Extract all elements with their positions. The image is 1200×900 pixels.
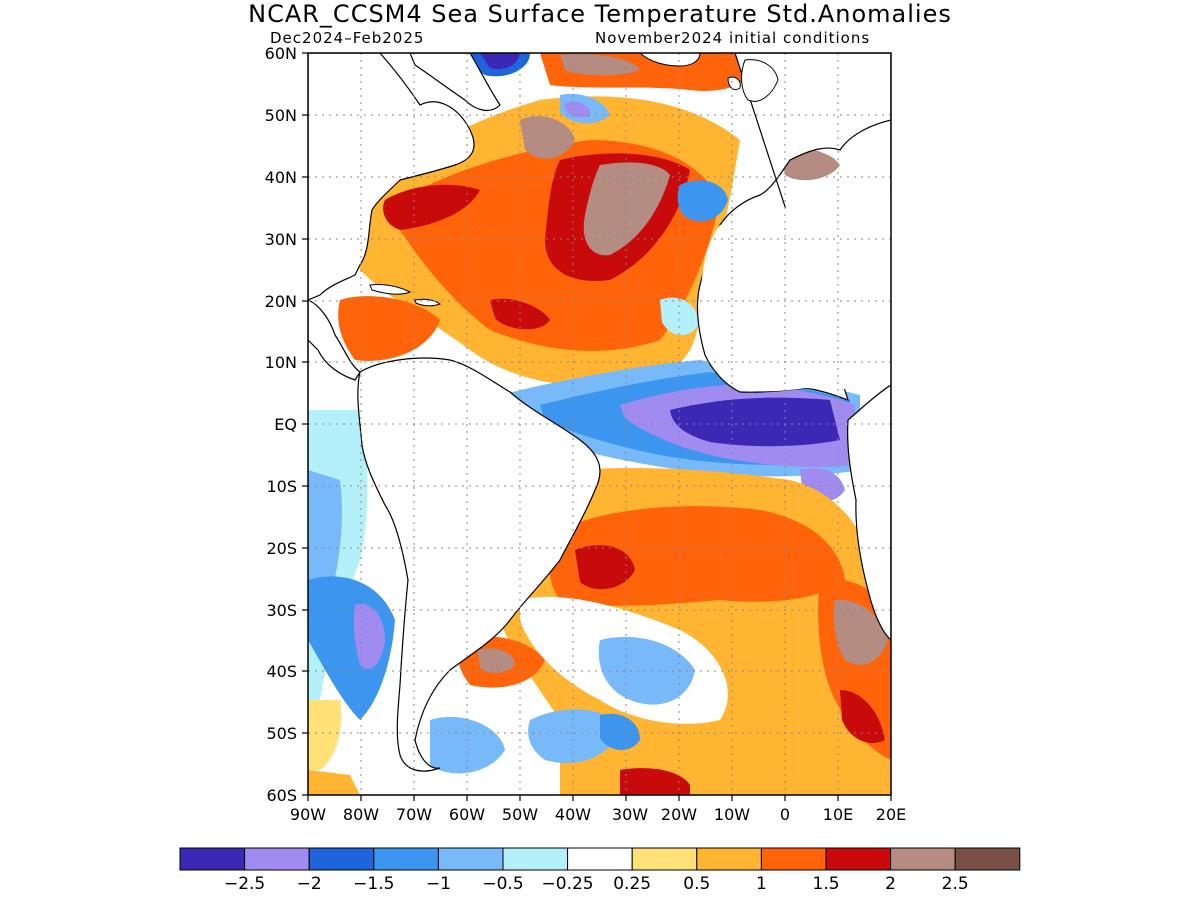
colorbar-label: −2: [297, 874, 322, 894]
colorbar-label: −1.5: [353, 874, 394, 894]
colorbar-labels: −2.5 −2 −1.5 −1 −0.5 −0.25 0.25 0.5 1 1.5 2 2.5: [224, 874, 969, 894]
colorbar-swatch: [502, 847, 569, 871]
colorbar-swatch: [373, 847, 439, 871]
colorbar-label: −0.25: [542, 874, 594, 894]
lat-label: 30N: [265, 230, 297, 249]
lat-label: 50S: [266, 724, 297, 743]
lat-label: 50N: [265, 106, 297, 125]
colorbar-label: 2.5: [942, 874, 969, 894]
colorbar-label: 0.25: [613, 874, 651, 894]
chart-title: NCAR_CCSM4 Sea Surface Temperature Std.A…: [248, 0, 952, 28]
colorbar: [179, 847, 1021, 871]
lat-label: 20N: [265, 292, 297, 311]
initial-conditions: November2024 initial conditions: [595, 29, 871, 47]
colorbar-label: −1: [426, 874, 451, 894]
colorbar-swatch: [696, 847, 762, 871]
colorbar-label: −2.5: [224, 874, 265, 894]
colorbar-swatch: [760, 847, 827, 871]
lat-label: 20S: [266, 539, 297, 558]
colorbar-swatch: [308, 847, 375, 871]
lat-label: 60N: [265, 44, 297, 63]
lon-label: 10E: [823, 805, 853, 824]
colorbar-swatch: [244, 847, 310, 871]
lon-label: 40W: [555, 805, 591, 824]
colorbar-swatch: [954, 847, 1021, 871]
lat-label: 40S: [266, 662, 297, 681]
lat-label: 60S: [266, 786, 297, 805]
lat-label: 40N: [265, 168, 297, 187]
lon-label: 20E: [876, 805, 906, 824]
lon-label: 70W: [396, 805, 432, 824]
lon-label: 0: [780, 805, 790, 824]
lon-label: 90W: [290, 805, 326, 824]
colorbar-label: −0.5: [482, 874, 523, 894]
lat-label: 30S: [266, 601, 297, 620]
colorbar-swatch: [825, 847, 892, 871]
lat-label: EQ: [274, 415, 297, 434]
forecast-period: Dec2024–Feb2025: [270, 29, 425, 47]
colorbar-label: 0.5: [683, 874, 710, 894]
lon-label: 50W: [502, 805, 538, 824]
lon-label: 80W: [343, 805, 379, 824]
lat-label: 10S: [266, 477, 297, 496]
lon-label: 60W: [449, 805, 485, 824]
colorbar-label: 1: [756, 874, 767, 894]
colorbar-swatch: [631, 847, 698, 871]
map-grid: [308, 53, 891, 795]
lat-label: 10N: [265, 353, 297, 372]
colorbar-swatch: [437, 847, 504, 871]
lon-label: 30W: [612, 805, 648, 824]
colorbar-swatch: [567, 847, 633, 871]
axis-ticks: [302, 52, 892, 801]
colorbar-label: 2: [885, 874, 896, 894]
map-field: [308, 53, 891, 795]
colorbar-swatch: [890, 847, 956, 871]
lon-label: 20W: [661, 805, 697, 824]
colorbar-label: 1.5: [812, 874, 839, 894]
colorbar-swatch: [179, 847, 246, 871]
lon-label: 10W: [714, 805, 750, 824]
